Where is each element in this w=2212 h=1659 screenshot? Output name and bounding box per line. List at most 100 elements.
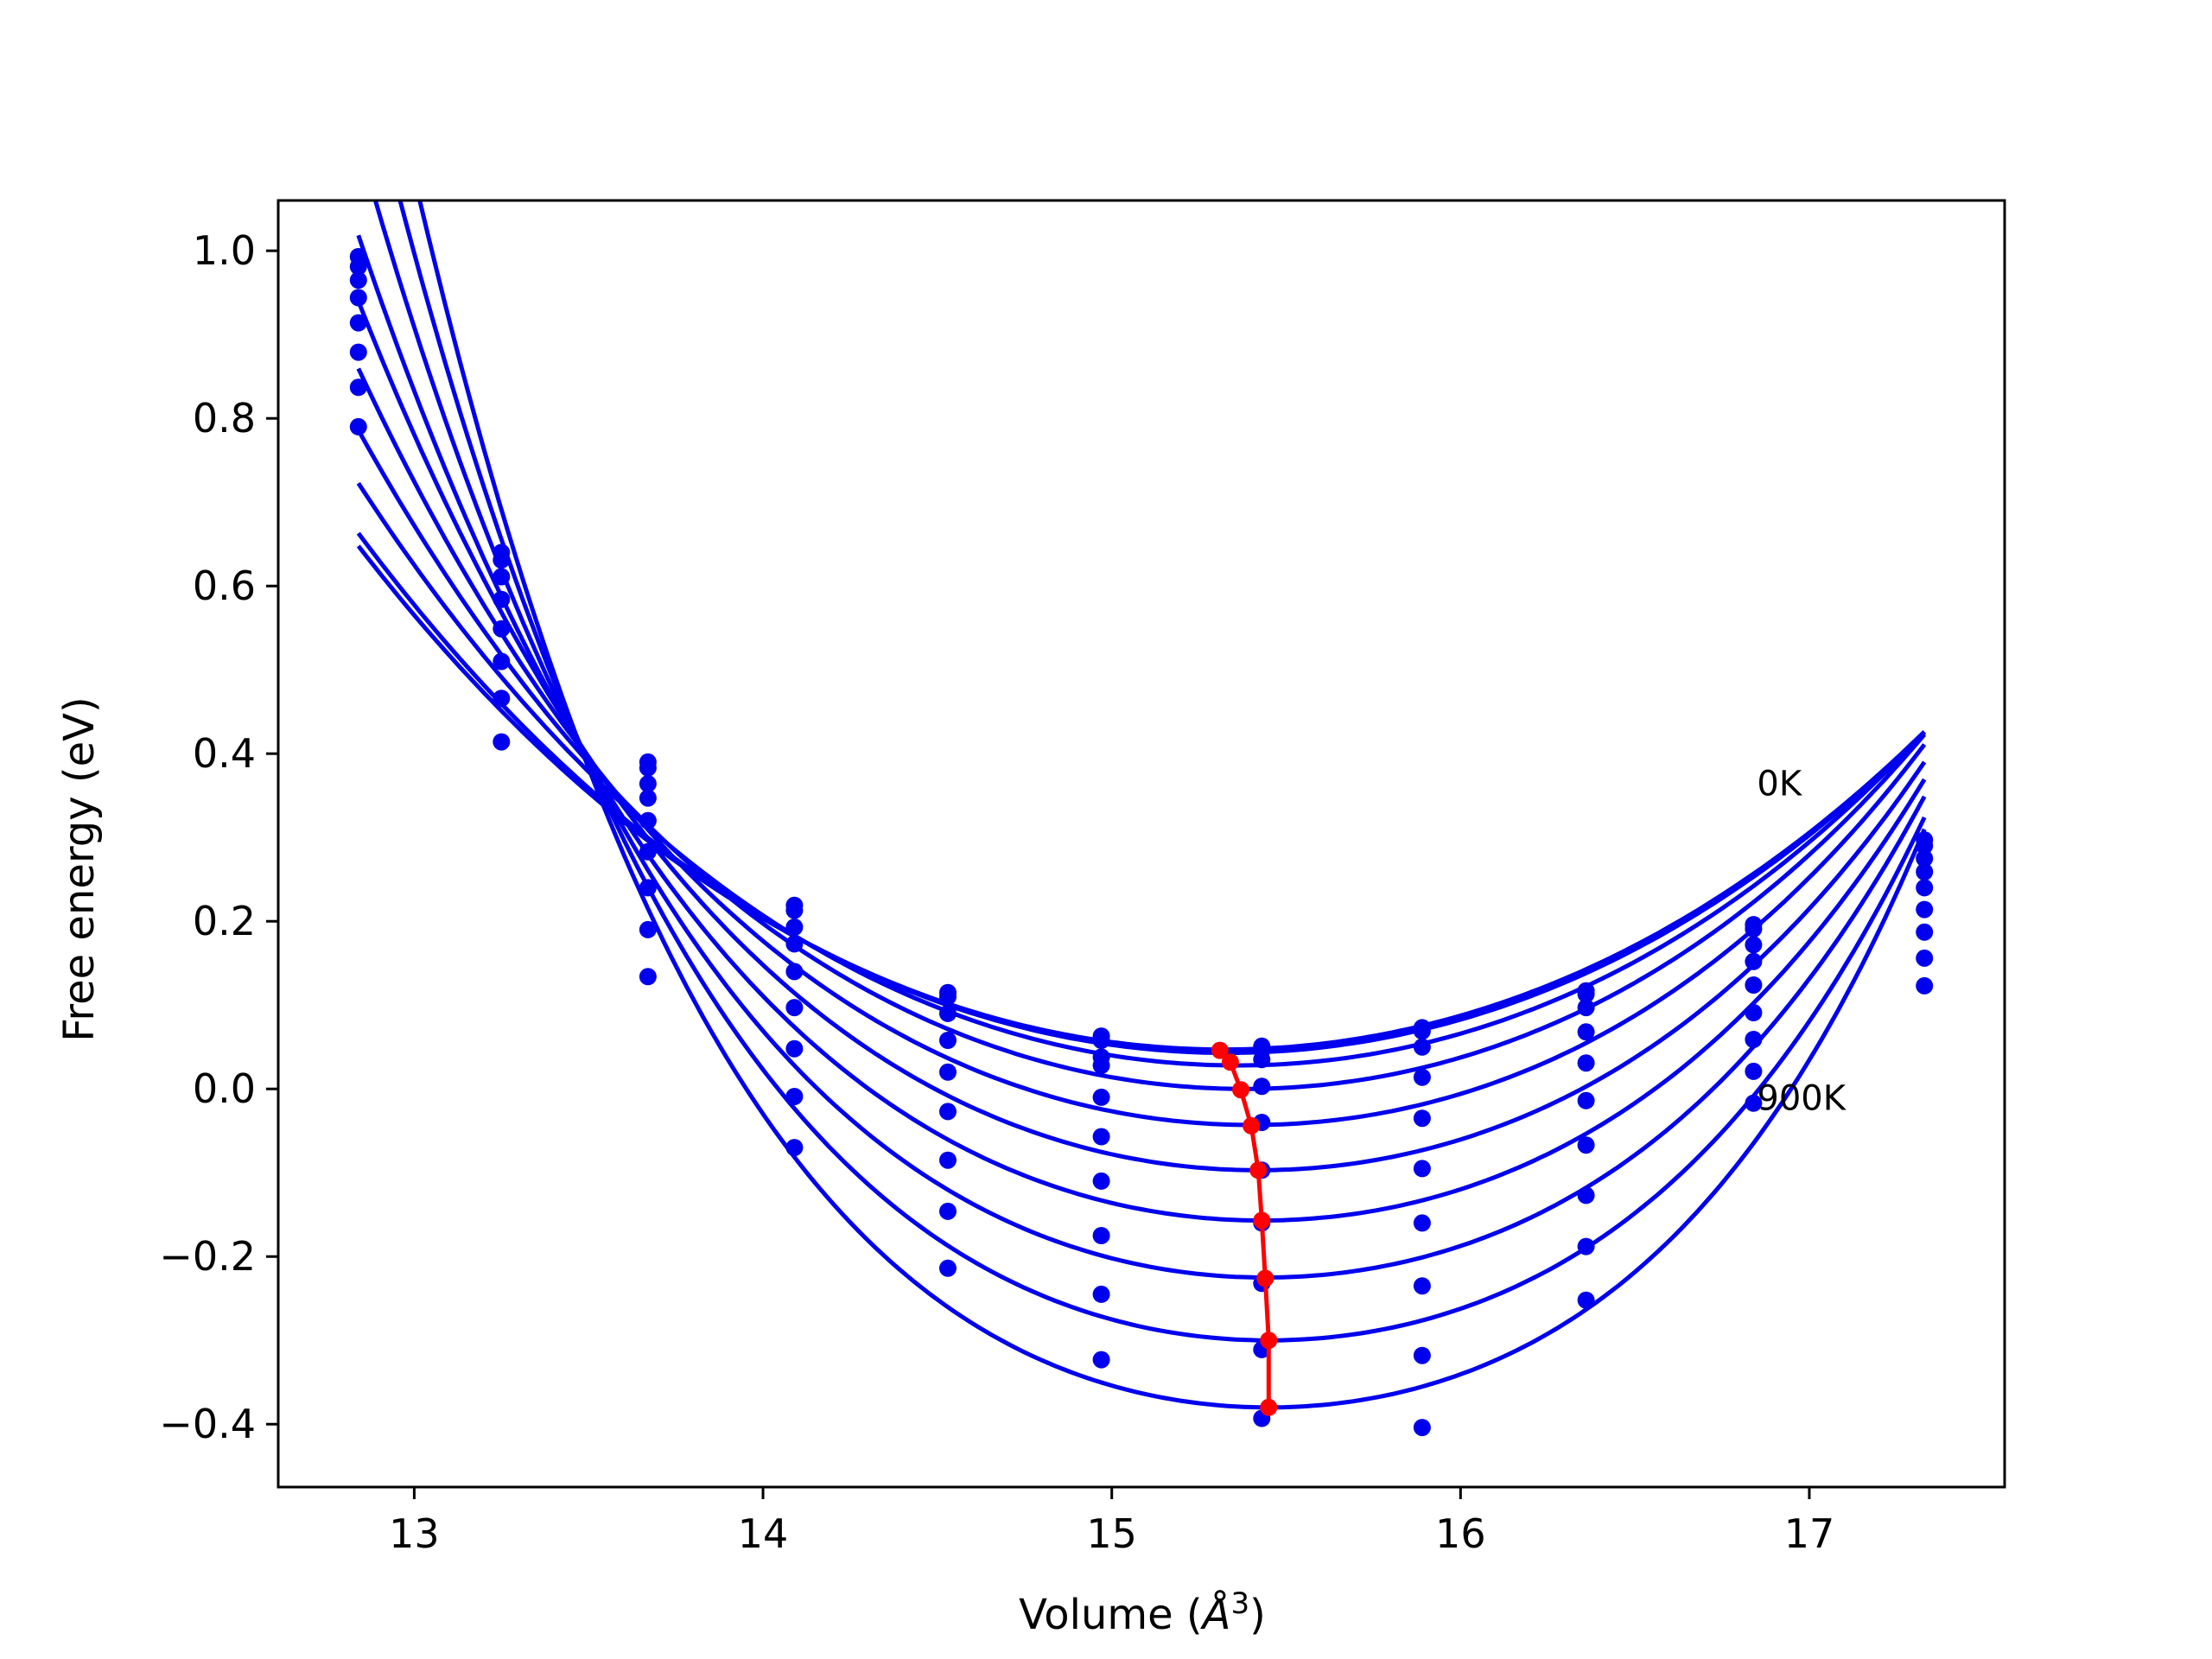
data-point — [1092, 1227, 1110, 1244]
fit-curve — [356, 544, 1926, 1052]
data-point — [785, 935, 804, 953]
data-point — [939, 1151, 957, 1169]
data-point — [639, 789, 657, 807]
data-point — [1577, 1291, 1595, 1309]
data-point — [639, 842, 657, 861]
minimum-point — [1256, 1269, 1274, 1287]
data-point — [1745, 1062, 1763, 1080]
x-tick-label: 14 — [738, 1510, 789, 1557]
data-point — [1092, 1351, 1110, 1369]
y-tick-label: 0.6 — [193, 563, 256, 609]
data-point — [493, 568, 511, 586]
minimum-point — [1232, 1081, 1249, 1099]
y-axis-label: Free energy (eV) — [55, 696, 104, 1041]
data-point — [1413, 1277, 1431, 1295]
minimum-path — [1211, 1041, 1278, 1416]
data-point — [639, 775, 657, 793]
x-axis-ticks: 13 14 15 16 17 — [389, 1487, 1834, 1557]
data-point — [1745, 952, 1763, 970]
data-point — [939, 1259, 957, 1277]
data-point — [1745, 976, 1763, 994]
data-point — [1413, 1419, 1431, 1437]
data-point — [939, 1103, 957, 1121]
curve-annotation: 900K — [1757, 1078, 1847, 1118]
data-point — [785, 1139, 804, 1157]
data-point — [1577, 1237, 1595, 1255]
curve-annotation: 0K — [1757, 765, 1802, 804]
data-point — [1577, 1023, 1595, 1041]
data-point — [1916, 879, 1934, 897]
x-axis-unit: Å — [1200, 1590, 1231, 1639]
data-point — [1577, 1054, 1595, 1072]
data-point — [1092, 1285, 1110, 1303]
data-point — [1577, 999, 1595, 1017]
data-point — [349, 314, 367, 332]
data-point — [1413, 1109, 1431, 1128]
data-point — [639, 759, 657, 777]
x-axis-label-text: Volume ( — [1019, 1591, 1203, 1639]
minimum-point — [1260, 1398, 1278, 1416]
data-point — [1916, 863, 1934, 880]
data-point — [1577, 985, 1595, 1003]
data-point — [785, 1088, 804, 1105]
data-point — [785, 999, 804, 1017]
data-point — [1577, 1186, 1595, 1205]
y-tick-label: 1.0 — [193, 227, 256, 274]
data-point — [639, 879, 657, 897]
data-point — [1916, 836, 1934, 855]
fit-curve — [372, 200, 1927, 1280]
data-point — [1577, 1136, 1595, 1154]
data-point — [939, 988, 957, 1006]
data-point — [1577, 1091, 1595, 1109]
data-point — [1253, 1051, 1271, 1069]
data-point — [1253, 1077, 1271, 1096]
y-tick-label: 0.4 — [193, 730, 256, 777]
plot-frame — [276, 199, 2006, 1489]
x-tick-label: 16 — [1435, 1510, 1486, 1557]
data-point — [1916, 900, 1934, 918]
data-point — [1092, 1128, 1110, 1146]
y-tick-label: −0.2 — [159, 1233, 256, 1280]
data-point — [493, 620, 511, 638]
data-point — [349, 257, 367, 276]
data-point — [1092, 1057, 1110, 1075]
data-point — [1745, 1004, 1763, 1021]
data-point — [1916, 923, 1934, 941]
data-point — [349, 378, 367, 397]
data-point — [639, 920, 657, 938]
data-point — [1745, 1031, 1763, 1048]
fit-curve — [397, 200, 1927, 1343]
data-point — [1413, 1068, 1431, 1086]
fit-curve — [356, 367, 1927, 1128]
data-points — [349, 248, 1934, 1437]
y-axis-ticks: −0.4 −0.2 0.0 0.2 0.4 0.6 0.8 1.0 — [159, 227, 278, 1447]
fit-curve — [356, 300, 1927, 1173]
data-point — [1413, 1160, 1431, 1178]
data-point — [1092, 1032, 1110, 1049]
data-point — [1413, 1022, 1431, 1040]
data-point — [639, 811, 657, 830]
data-point — [1916, 976, 1934, 995]
x-tick-label: 13 — [389, 1510, 440, 1557]
data-point — [493, 733, 511, 751]
x-tick-label: 17 — [1784, 1510, 1835, 1557]
data-point — [1413, 1346, 1431, 1364]
data-point — [785, 963, 804, 981]
data-point — [1413, 1038, 1431, 1056]
data-point — [785, 1039, 804, 1058]
data-point — [493, 590, 511, 608]
x-axis-unit-exponent: 3 — [1230, 1586, 1249, 1621]
data-point — [349, 271, 367, 289]
minimum-point — [1253, 1211, 1271, 1230]
minimum-point — [1249, 1161, 1268, 1179]
y-tick-label: 0.8 — [193, 395, 256, 442]
data-point — [493, 551, 511, 569]
data-point — [785, 901, 804, 919]
data-point — [939, 1032, 957, 1049]
y-tick-label: 0.0 — [193, 1065, 256, 1112]
data-point — [785, 918, 804, 936]
minimum-point — [1260, 1332, 1278, 1350]
data-point — [1745, 1094, 1763, 1112]
minimum-point — [1243, 1116, 1261, 1135]
data-point — [349, 289, 367, 307]
